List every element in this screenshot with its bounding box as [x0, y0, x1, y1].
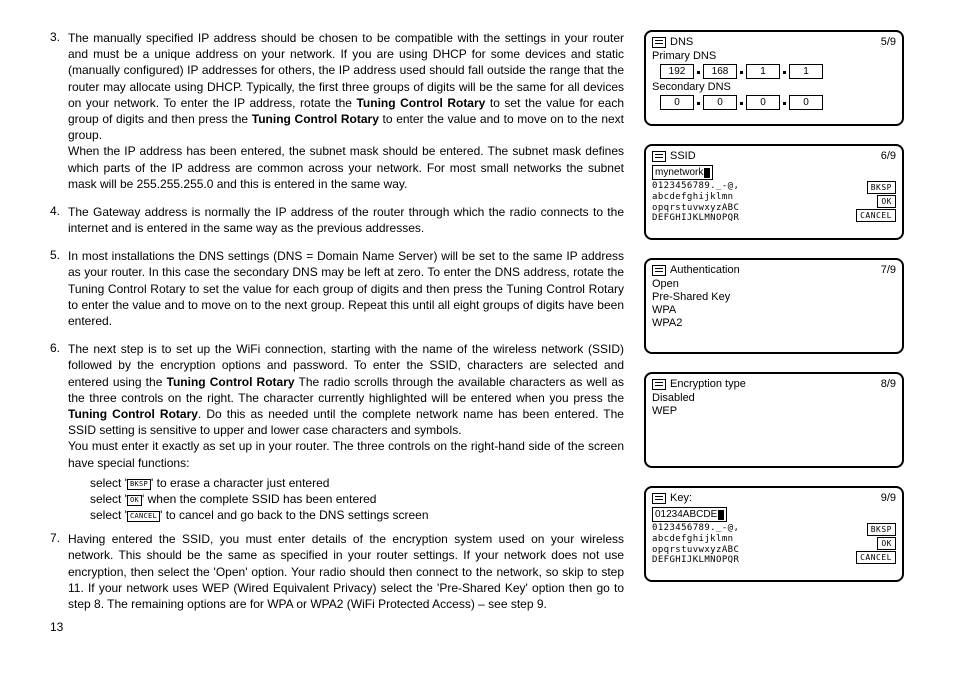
screen-page: 8/9: [881, 378, 896, 390]
auth-option[interactable]: WPA2: [652, 317, 896, 329]
menu-icon: [652, 265, 666, 276]
screen-title: Authentication: [670, 264, 881, 276]
bksp-button[interactable]: BKSP: [867, 523, 896, 536]
screen-title: DNS: [670, 36, 881, 48]
secondary-dns-row: 0 0 0 0: [660, 95, 896, 110]
bold-tcr-1: Tuning Control Rotary: [356, 96, 485, 110]
auth-option[interactable]: WPA: [652, 304, 896, 316]
auth-option[interactable]: Pre-Shared Key: [652, 291, 896, 303]
page-number: 13: [50, 620, 624, 634]
cancel-button[interactable]: CANCEL: [856, 551, 896, 564]
screen-title: Key:: [670, 492, 881, 504]
screen-title: SSID: [670, 150, 881, 162]
screen-ssid: SSID 6/9 mynetwork 0123456789._-@, abcde…: [644, 144, 904, 240]
ok-button[interactable]: OK: [877, 195, 896, 208]
cancel-button[interactable]: CANCEL: [856, 209, 896, 222]
cancel-icon: CANCEL: [127, 511, 160, 522]
primary-dns-row: 192 168 1 1: [660, 64, 896, 79]
screen-page: 5/9: [881, 36, 896, 48]
bksp-icon: BKSP: [127, 479, 151, 490]
ok-icon: OK: [127, 495, 142, 506]
enc-option[interactable]: WEP: [652, 405, 896, 417]
step-number: 6.: [50, 341, 68, 471]
bold-tcr-3: Tuning Control Rotary: [167, 375, 295, 389]
step-number: 7.: [50, 531, 68, 612]
screen-encryption: Encryption type 8/9 Disabled WEP: [644, 372, 904, 468]
step-number: 4.: [50, 204, 68, 236]
enc-option[interactable]: Disabled: [652, 392, 896, 404]
screen-page: 9/9: [881, 492, 896, 504]
p5-text: In most installations the DNS settings (…: [68, 248, 624, 329]
screen-auth: Authentication 7/9 Open Pre-Shared Key W…: [644, 258, 904, 354]
ok-button[interactable]: OK: [877, 537, 896, 550]
step-number: 5.: [50, 248, 68, 329]
p4-text: The Gateway address is normally the IP a…: [68, 204, 624, 236]
screen-page: 7/9: [881, 264, 896, 276]
auth-option[interactable]: Open: [652, 278, 896, 290]
bksp-button[interactable]: BKSP: [867, 181, 896, 194]
p7-text: Having entered the SSID, you must enter …: [68, 531, 624, 612]
secondary-dns-label: Secondary DNS: [652, 81, 896, 93]
screen-title: Encryption type: [670, 378, 881, 390]
primary-dns-label: Primary DNS: [652, 50, 896, 62]
main-text: 3. The manually specified IP address sho…: [50, 30, 624, 634]
screen-key: Key: 9/9 01234ABCDE 0123456789._-@, abcd…: [644, 486, 904, 582]
menu-icon: [652, 379, 666, 390]
p3d-text: When the IP address has been entered, th…: [68, 144, 624, 190]
bold-tcr-2: Tuning Control Rotary: [252, 112, 379, 126]
ssid-input: mynetwork: [652, 165, 713, 180]
step-number: 3.: [50, 30, 68, 192]
screen-page: 6/9: [881, 150, 896, 162]
key-input: 01234ABCDE: [652, 507, 727, 522]
screen-dns: DNS 5/9 Primary DNS 192 168 1 1 Secondar…: [644, 30, 904, 126]
bold-tcr-4: Tuning Control Rotary: [68, 407, 198, 421]
menu-icon: [652, 151, 666, 162]
menu-icon: [652, 37, 666, 48]
menu-icon: [652, 493, 666, 504]
